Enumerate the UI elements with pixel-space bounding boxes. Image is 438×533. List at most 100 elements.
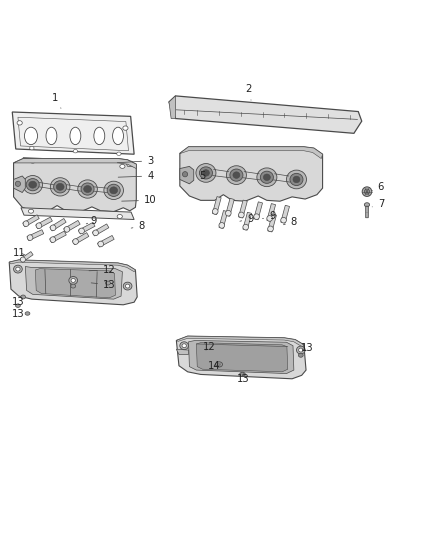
Polygon shape <box>196 343 288 372</box>
Ellipse shape <box>56 183 64 190</box>
Polygon shape <box>177 336 306 379</box>
Ellipse shape <box>29 181 37 188</box>
Text: 14: 14 <box>208 361 220 371</box>
Text: 5: 5 <box>199 171 206 181</box>
Polygon shape <box>14 158 136 168</box>
Ellipse shape <box>125 284 130 288</box>
Text: 10: 10 <box>122 196 156 205</box>
Polygon shape <box>9 260 135 272</box>
Ellipse shape <box>243 224 248 230</box>
Ellipse shape <box>298 353 303 357</box>
Polygon shape <box>212 197 221 215</box>
Polygon shape <box>239 200 247 218</box>
Polygon shape <box>36 217 53 229</box>
Polygon shape <box>35 269 116 298</box>
Text: 13: 13 <box>301 343 314 353</box>
Polygon shape <box>169 96 176 118</box>
Ellipse shape <box>106 281 110 285</box>
Ellipse shape <box>254 214 259 220</box>
Ellipse shape <box>30 147 34 150</box>
Polygon shape <box>219 211 228 229</box>
Polygon shape <box>25 266 122 299</box>
Polygon shape <box>12 112 134 154</box>
Polygon shape <box>27 230 44 240</box>
Polygon shape <box>268 214 276 232</box>
Ellipse shape <box>120 165 125 168</box>
Ellipse shape <box>290 173 303 185</box>
Ellipse shape <box>215 362 223 367</box>
Ellipse shape <box>268 226 273 232</box>
Polygon shape <box>188 341 294 374</box>
Ellipse shape <box>26 179 39 191</box>
Ellipse shape <box>219 223 225 228</box>
Polygon shape <box>177 349 188 354</box>
Ellipse shape <box>196 164 216 182</box>
Polygon shape <box>14 158 136 212</box>
Ellipse shape <box>73 149 78 153</box>
Ellipse shape <box>257 168 277 187</box>
Text: 8: 8 <box>131 221 145 231</box>
Polygon shape <box>281 205 290 223</box>
Ellipse shape <box>50 225 56 231</box>
Text: 3: 3 <box>117 156 153 166</box>
Ellipse shape <box>240 372 245 377</box>
Ellipse shape <box>93 230 99 236</box>
Ellipse shape <box>183 172 187 177</box>
Ellipse shape <box>23 221 29 227</box>
Ellipse shape <box>110 187 117 194</box>
Text: 1: 1 <box>52 93 61 108</box>
Polygon shape <box>226 198 234 216</box>
Ellipse shape <box>107 184 120 197</box>
Text: 13: 13 <box>237 374 249 384</box>
Ellipse shape <box>117 152 121 156</box>
Ellipse shape <box>70 127 81 144</box>
Polygon shape <box>254 202 262 220</box>
Ellipse shape <box>267 215 272 221</box>
Text: 11: 11 <box>13 247 26 257</box>
Ellipse shape <box>260 171 273 183</box>
Ellipse shape <box>180 342 188 350</box>
Polygon shape <box>23 215 39 227</box>
Text: 7: 7 <box>372 199 384 209</box>
Ellipse shape <box>64 227 70 232</box>
Polygon shape <box>125 161 134 166</box>
Text: 12: 12 <box>89 265 116 275</box>
Ellipse shape <box>212 208 218 214</box>
Polygon shape <box>267 204 276 222</box>
Polygon shape <box>180 166 194 184</box>
Text: 2: 2 <box>245 84 252 100</box>
Polygon shape <box>23 158 132 169</box>
Ellipse shape <box>364 203 370 207</box>
Ellipse shape <box>362 187 372 197</box>
Ellipse shape <box>50 237 56 243</box>
Polygon shape <box>9 260 137 305</box>
Ellipse shape <box>218 364 220 366</box>
Ellipse shape <box>50 177 70 196</box>
Ellipse shape <box>226 211 231 216</box>
Ellipse shape <box>293 176 300 183</box>
Ellipse shape <box>71 284 76 288</box>
Text: 6: 6 <box>372 182 384 192</box>
Ellipse shape <box>226 166 247 184</box>
Ellipse shape <box>53 181 67 193</box>
Ellipse shape <box>202 169 209 176</box>
Text: 9: 9 <box>86 216 97 226</box>
Ellipse shape <box>123 282 132 290</box>
Text: 8: 8 <box>283 217 297 227</box>
Ellipse shape <box>81 183 94 195</box>
Ellipse shape <box>30 159 35 163</box>
Ellipse shape <box>233 172 240 179</box>
Ellipse shape <box>36 223 42 229</box>
Ellipse shape <box>230 169 243 181</box>
Ellipse shape <box>299 348 303 352</box>
Polygon shape <box>50 219 66 231</box>
Ellipse shape <box>78 180 97 198</box>
Polygon shape <box>20 252 33 262</box>
Text: 4: 4 <box>118 171 153 181</box>
Ellipse shape <box>25 312 30 315</box>
Ellipse shape <box>28 209 34 213</box>
Ellipse shape <box>286 170 307 189</box>
Text: 12: 12 <box>203 342 216 352</box>
Ellipse shape <box>14 265 22 273</box>
Ellipse shape <box>123 126 128 130</box>
